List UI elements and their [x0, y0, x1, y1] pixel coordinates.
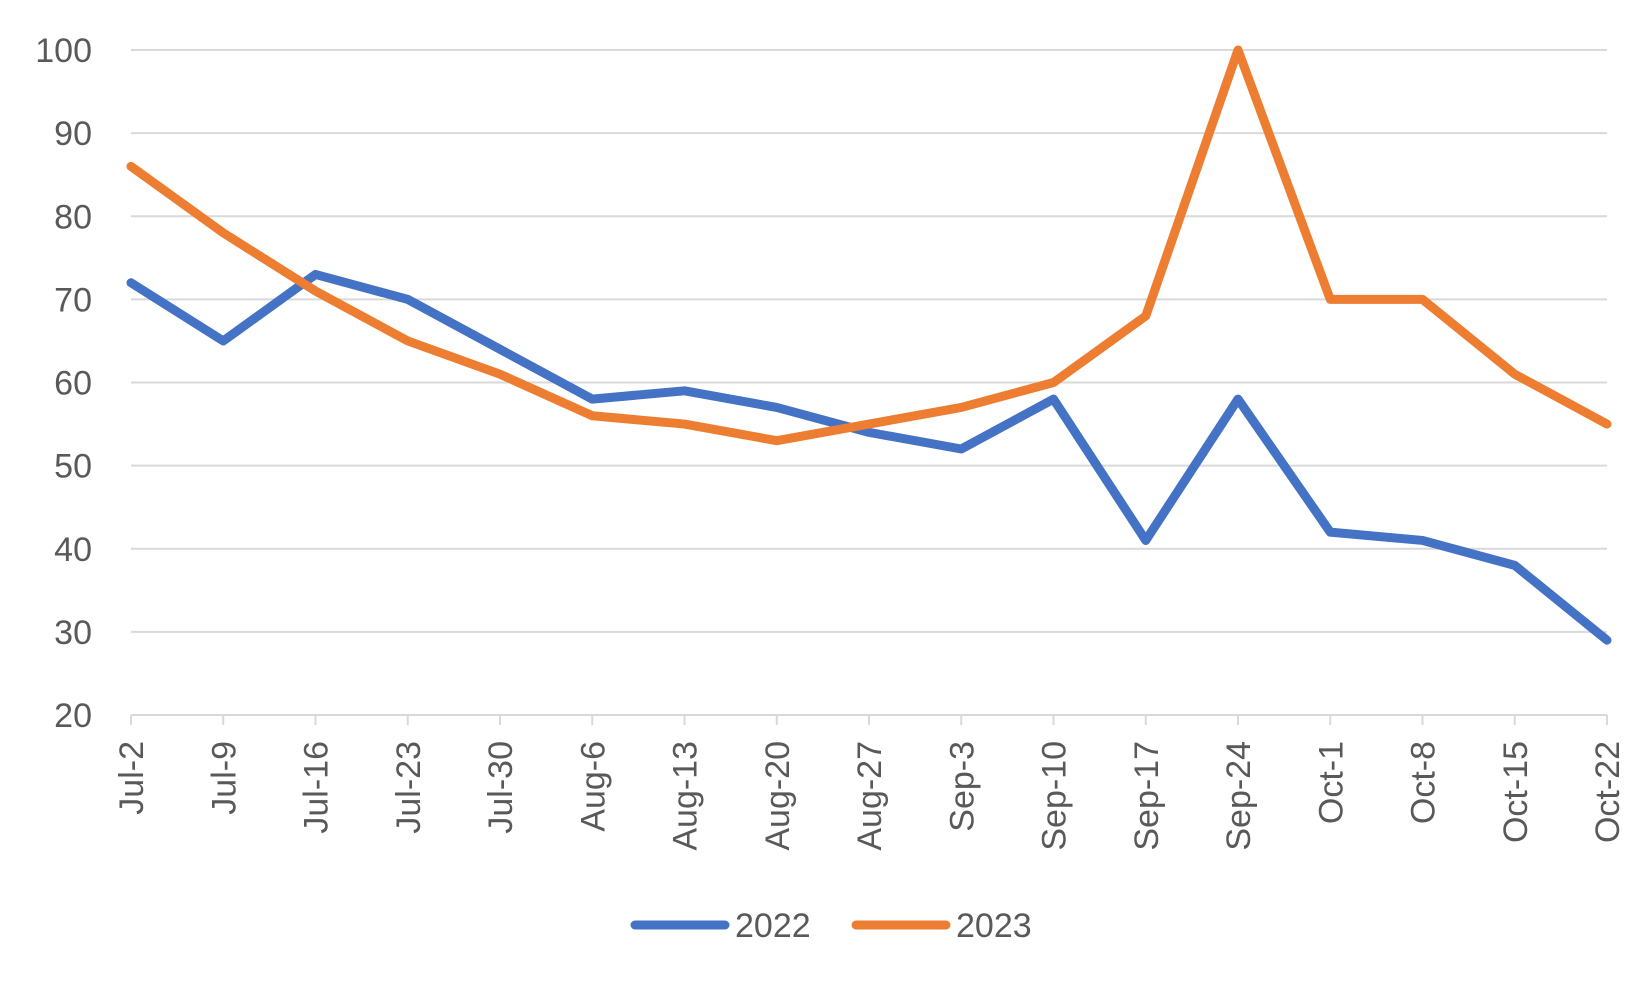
x-tick-label: Oct-8 [1405, 741, 1443, 824]
y-axis: 20 30 40 50 60 70 80 90 100 [35, 32, 92, 735]
y-tick-label: 90 [54, 115, 92, 153]
x-tick-label: Jul-2 [113, 741, 151, 815]
data-point-2022 [776, 406, 778, 408]
data-point-2023 [776, 440, 778, 442]
data-point-2023 [1422, 298, 1423, 300]
data-point-2022 [1237, 398, 1239, 400]
data-point-2022 [1422, 539, 1423, 541]
y-tick-label: 20 [54, 697, 92, 735]
data-point-2022 [130, 282, 132, 284]
data-point-2023 [591, 415, 593, 417]
x-tick-label: Jul-9 [205, 741, 243, 815]
data-point-2023 [499, 373, 501, 375]
data-point-2023 [960, 406, 962, 408]
data-point-2022 [1514, 564, 1516, 566]
data-point-2023 [1237, 49, 1239, 51]
data-point-2023 [1145, 315, 1147, 317]
data-point-2022 [407, 298, 409, 300]
x-axis: Jul-2 Jul-9 Jul-16 Jul-23 Jul-30 Aug-6 Aug-13 A… [113, 714, 1627, 851]
x-tick-label: Aug-6 [574, 741, 612, 832]
data-point-2023 [315, 290, 316, 292]
y-tick-label: 70 [54, 281, 92, 319]
data-point-2022 [1329, 531, 1331, 533]
data-point-2023 [1514, 373, 1516, 375]
x-tick-label: Jul-23 [390, 741, 428, 834]
data-point-2023 [684, 423, 685, 425]
x-tick-label: Aug-13 [667, 741, 705, 851]
data-point-2022 [591, 398, 593, 400]
data-point-2022 [499, 348, 501, 350]
data-point-2022 [1053, 398, 1054, 400]
data-point-2023 [1053, 382, 1054, 383]
series-line-2022 [126, 269, 1612, 645]
data-point-2023 [130, 165, 132, 167]
gridlines [131, 49, 1607, 633]
y-tick-label: 50 [54, 448, 92, 486]
x-tick-label: Sep-10 [1036, 741, 1074, 851]
x-tick-label: Oct-22 [1589, 741, 1627, 843]
series-layer [126, 45, 1612, 645]
x-tick-label: Jul-16 [298, 741, 336, 834]
legend-label: 2022 [735, 907, 811, 945]
legend-label: 2023 [956, 907, 1032, 945]
legend: 2022 2023 [630, 907, 1032, 945]
x-tick-label: Aug-27 [851, 741, 889, 851]
x-tick-label: Oct-15 [1497, 741, 1535, 843]
x-tick-label: Sep-17 [1128, 741, 1166, 851]
data-point-2022 [222, 340, 224, 342]
y-tick-label: 80 [54, 198, 92, 236]
data-point-2023 [1329, 298, 1331, 300]
x-tick-label: Oct-1 [1312, 741, 1350, 824]
data-point-2023 [407, 340, 409, 342]
data-point-2023 [222, 232, 224, 234]
y-tick-label: 30 [54, 614, 92, 652]
data-point-2023 [868, 423, 870, 425]
y-tick-label: 60 [54, 365, 92, 403]
data-point-2022 [315, 273, 316, 275]
data-point-2022 [960, 448, 962, 450]
data-point-2022 [1145, 539, 1147, 541]
data-point-2022 [1606, 639, 1608, 641]
y-tick-label: 40 [54, 531, 92, 569]
data-point-2023 [1606, 423, 1608, 425]
x-tick-label: Jul-30 [482, 741, 520, 834]
y-tick-label: 100 [35, 32, 92, 70]
x-tick-label: Sep-3 [943, 741, 981, 832]
data-point-2022 [868, 431, 870, 433]
data-point-2022 [684, 390, 685, 392]
x-tick-label: Aug-20 [759, 741, 797, 851]
x-tick-label: Sep-24 [1220, 741, 1258, 851]
